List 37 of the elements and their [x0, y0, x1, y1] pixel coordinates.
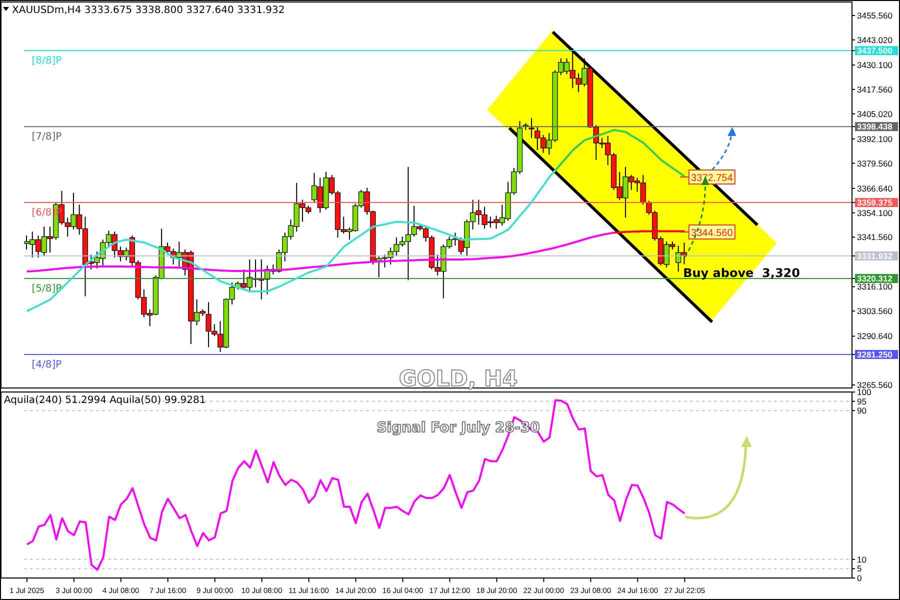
ref-line-label: [4/8]P — [32, 359, 62, 370]
y-tick-label: 100 — [857, 387, 872, 397]
y-tick-label: 3341.560 — [857, 232, 893, 242]
y-tick-label: 3366.640 — [857, 183, 893, 194]
annotation: GOLD, H4 — [398, 367, 518, 392]
y-tick-label: 3455.560 — [857, 10, 893, 21]
y-tick-label: 3331.932 — [857, 250, 893, 261]
y-tick-label: 3437.500 — [857, 46, 893, 56]
y-tick-label: 3265.560 — [857, 380, 893, 390]
y-tick-label: 3392.100 — [857, 134, 893, 144]
y-tick-label: 3320.312 — [857, 274, 893, 284]
chart-title: Aquila(240) 51.2994 Aquila(50) 99.9281 — [4, 395, 206, 406]
annotation: Buy above 3,320 — [683, 266, 800, 280]
y-tick-label: 90 — [857, 406, 867, 416]
y-tick-label: 95 — [857, 396, 867, 406]
y-tick-label: 3359.375 — [857, 198, 893, 208]
y-tick-label: 3398.438 — [857, 122, 893, 132]
ref-line-label: [7/8]P — [32, 132, 62, 143]
y-tick-label: 10 — [857, 554, 867, 564]
y-tick-label: 3405.020 — [857, 108, 893, 119]
line-series — [26, 169, 556, 312]
y-tick-label: 3303.560 — [857, 306, 893, 316]
line-series — [554, 128, 686, 178]
y-tick-label: 3290.640 — [857, 331, 893, 342]
y-tick-label: 3443.020 — [857, 34, 893, 45]
ref-line-label: [8/8]P — [32, 56, 62, 67]
y-tick-label: 3379.560 — [857, 158, 893, 168]
candlestick — [528, 118, 534, 138]
y-tick-label: 3281.250 — [857, 349, 893, 360]
y-tick-label: 3354.100 — [857, 208, 893, 218]
text: 3344.560 — [691, 228, 734, 239]
y-tick-label: 0 — [857, 573, 862, 583]
y-tick-label: 5 — [857, 564, 862, 574]
y-tick-label: 3316.100 — [857, 282, 893, 292]
chart-title: XAUUSDm,H4 3333.675 3338.800 3327.640 3331.932 — [12, 5, 285, 16]
y-tick-label: 3430.100 — [857, 60, 893, 70]
y-tick-label: 3417.560 — [857, 84, 893, 94]
